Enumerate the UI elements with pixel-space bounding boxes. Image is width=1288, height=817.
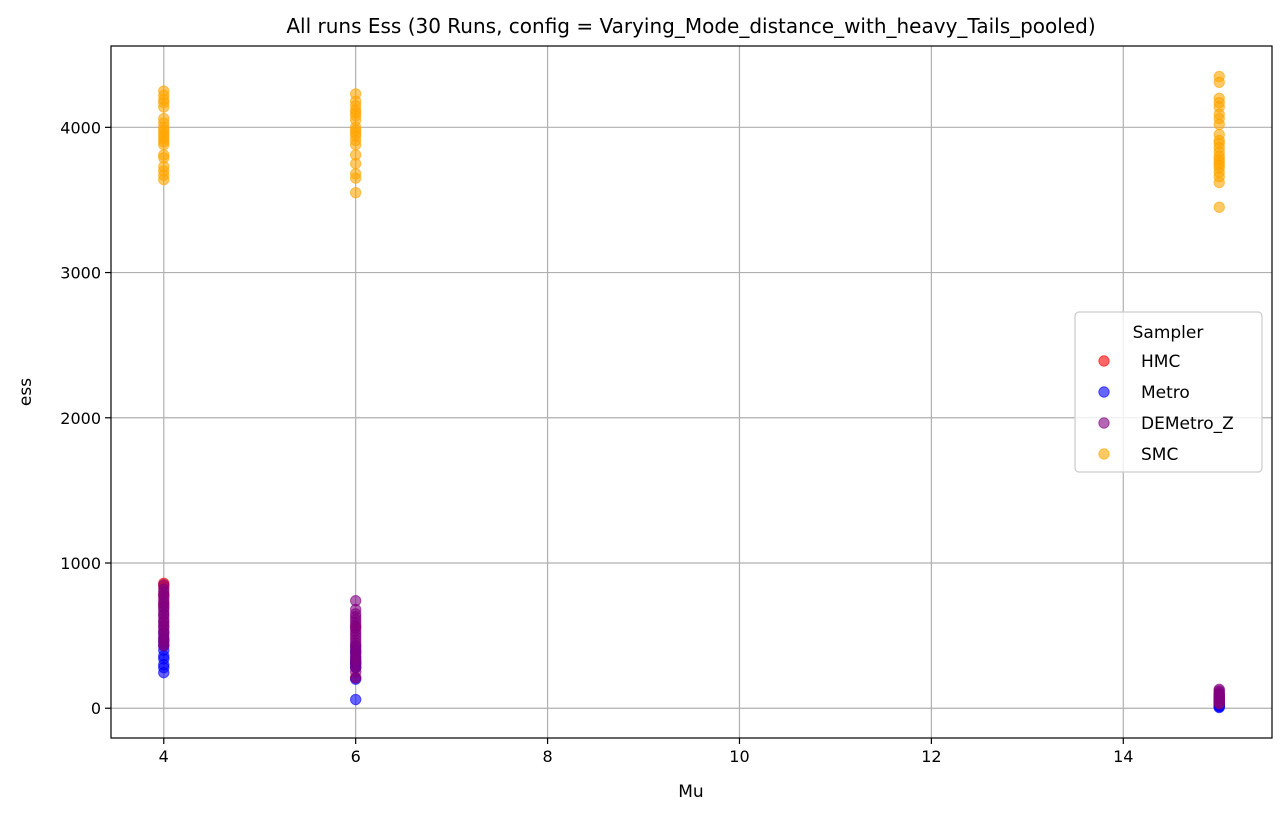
data-point	[1213, 176, 1225, 189]
y-tick-label: 1000	[60, 554, 101, 573]
data-point	[1213, 76, 1225, 89]
ticks-layer: 4 6 8 10 12 14 0 1000 2000 3000 4000	[60, 118, 1133, 766]
data-point	[349, 672, 362, 684]
series-hmc	[158, 577, 1225, 712]
data-point	[158, 139, 170, 151]
data-point	[349, 139, 362, 151]
legend-label: HMC	[1141, 352, 1180, 372]
data-point	[158, 173, 170, 186]
x-tick-label: 4	[159, 747, 169, 766]
x-tick-label: 10	[729, 747, 749, 766]
data-point	[349, 693, 362, 706]
y-tick-label: 4000	[60, 118, 101, 137]
data-point	[158, 640, 170, 652]
legend-title: Sampler	[1133, 323, 1204, 343]
data-point	[349, 157, 362, 170]
x-tick-label: 14	[1113, 747, 1133, 766]
series-metro	[158, 627, 1225, 714]
legend-label: Metro	[1141, 383, 1190, 403]
data-point	[158, 101, 170, 113]
legend-label: SMC	[1141, 445, 1178, 465]
series-smc	[158, 70, 1225, 213]
legend-box	[1074, 311, 1263, 473]
x-tick-label: 12	[921, 747, 941, 766]
y-tick-label: 3000	[60, 264, 101, 283]
data-point	[349, 186, 362, 199]
x-axis-label: Mu	[678, 782, 703, 802]
points-layer	[158, 70, 1225, 714]
y-tick-label: 0	[91, 699, 101, 718]
series-demetro-z	[158, 579, 1225, 710]
data-point	[349, 172, 362, 184]
legend-marker	[1098, 355, 1110, 367]
chart-title: All runs Ess (30 Runs, config = Varying_…	[286, 14, 1095, 38]
plot-frame	[110, 45, 1273, 739]
legend-label: DEMetro_Z	[1141, 414, 1234, 434]
x-tick-label: 6	[351, 747, 361, 766]
legend-marker	[1098, 417, 1110, 429]
data-point	[1213, 201, 1225, 213]
data-point	[1213, 698, 1225, 710]
legend: Sampler HMC Metro DEMetro_Z SMC	[1074, 311, 1263, 473]
y-axis-label: ess	[16, 378, 36, 406]
y-tick-label: 2000	[60, 409, 101, 428]
legend-marker	[1098, 448, 1110, 460]
x-tick-label: 8	[542, 747, 552, 766]
legend-marker	[1098, 386, 1110, 398]
data-point	[1213, 118, 1225, 131]
